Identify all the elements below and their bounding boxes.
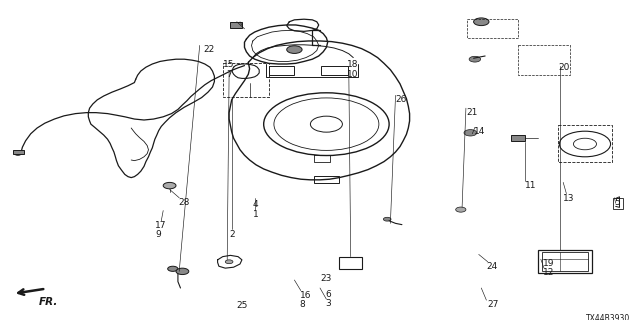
Circle shape	[15, 152, 21, 155]
Bar	[558, 125, 612, 162]
Text: 6: 6	[325, 290, 331, 299]
Bar	[518, 45, 570, 75]
Circle shape	[474, 18, 489, 26]
Text: 5: 5	[614, 198, 620, 207]
Circle shape	[456, 207, 466, 212]
Bar	[223, 63, 269, 97]
Bar	[538, 250, 592, 273]
Text: 18: 18	[347, 60, 358, 69]
Text: 12: 12	[543, 268, 554, 277]
Bar	[314, 176, 339, 183]
Bar	[542, 252, 588, 271]
Text: 20: 20	[558, 63, 570, 72]
Text: 13: 13	[563, 194, 575, 203]
Bar	[613, 198, 623, 209]
Bar	[511, 135, 525, 141]
Text: 25: 25	[237, 301, 248, 310]
Circle shape	[176, 268, 189, 275]
Text: 22: 22	[204, 45, 215, 54]
Text: 11: 11	[525, 181, 536, 190]
Circle shape	[287, 46, 302, 53]
Text: 19: 19	[543, 259, 554, 268]
Text: 8: 8	[300, 300, 305, 309]
Circle shape	[383, 217, 391, 221]
Bar	[467, 19, 518, 38]
Text: 15: 15	[223, 60, 235, 69]
Circle shape	[464, 130, 477, 136]
Circle shape	[168, 266, 178, 271]
Text: 21: 21	[466, 108, 477, 117]
Text: 28: 28	[178, 198, 189, 207]
Text: 26: 26	[396, 95, 407, 104]
Text: 27: 27	[488, 300, 499, 309]
Circle shape	[225, 260, 233, 264]
Text: 16: 16	[300, 291, 311, 300]
Text: 23: 23	[320, 274, 332, 283]
Text: 24: 24	[486, 262, 498, 271]
Text: 10: 10	[347, 70, 358, 79]
Text: 17: 17	[155, 221, 166, 230]
Text: 9: 9	[155, 230, 161, 239]
Text: 3: 3	[325, 299, 331, 308]
Bar	[339, 257, 362, 269]
Bar	[269, 66, 294, 75]
Text: 4: 4	[253, 200, 259, 209]
Circle shape	[163, 182, 176, 189]
Text: TX44B3930: TX44B3930	[586, 314, 630, 320]
Bar	[13, 150, 24, 154]
Circle shape	[469, 56, 481, 62]
Text: 2: 2	[229, 230, 235, 239]
Text: 14: 14	[474, 127, 485, 136]
Bar	[321, 66, 348, 75]
Text: 7: 7	[227, 70, 232, 79]
Text: FR.: FR.	[38, 297, 58, 307]
Bar	[230, 22, 242, 28]
Text: 1: 1	[253, 210, 259, 219]
